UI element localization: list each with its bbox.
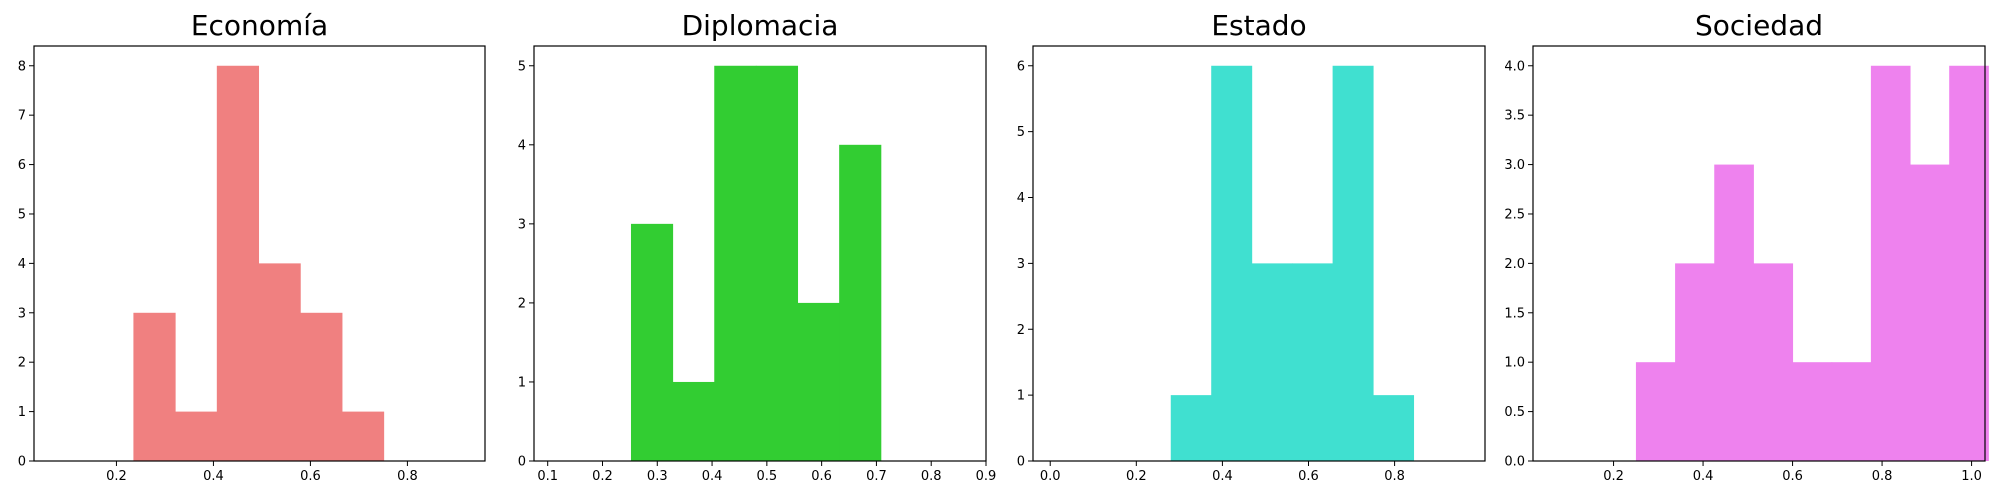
histogram-bar [300, 312, 343, 461]
x-tick-label: 0.4 [1693, 469, 1714, 484]
y-tick-label: 8 [18, 59, 26, 74]
x-tick-label: 0.4 [203, 469, 224, 484]
y-tick-label: 0.0 [1504, 455, 1525, 470]
y-tick-label: 6 [18, 158, 26, 173]
y-tick-label: 1.0 [1504, 356, 1525, 371]
histogram-bar [1910, 164, 1950, 462]
histogram-bar [714, 65, 757, 461]
y-tick-label: 5 [18, 207, 26, 222]
histogram-bar [1870, 65, 1911, 461]
histogram-bar [1792, 362, 1833, 461]
histogram-bar [839, 144, 882, 462]
histogram-bar [630, 223, 674, 461]
histogram-bar [1332, 65, 1374, 461]
y-tick-label: 7 [18, 109, 26, 124]
histogram-panel-1: Economía 0.2 0.4 0.6 0.8 0 1 2 3 4 5 6 7 8 [18, 9, 486, 484]
histogram-bar [133, 312, 176, 461]
chart-title: Diplomacia [682, 9, 839, 42]
histogram-bar [175, 411, 218, 461]
histogram-panel-2: Diplomacia 0.1 0.2 0.3 0.4 0.5 0.6 0.7 0.8 0.9 0 1 2… [518, 9, 997, 484]
x-tick-label: 0.6 [1298, 469, 1319, 484]
x-tick-label: 0.1 [537, 469, 558, 484]
histogram-panel-3: Estado 0.0 0.2 0.4 0.6 0.8 0 1 2 3 4 5 6 [1017, 9, 1486, 484]
y-tick-label: 3.5 [1504, 109, 1525, 124]
histogram-bar [1170, 395, 1212, 461]
axes-frame [1532, 45, 1986, 462]
chart-title: Economía [191, 9, 328, 42]
histogram-bar [1635, 362, 1676, 461]
x-tick-label: 0.3 [647, 469, 668, 484]
histogram-bar [1753, 263, 1794, 461]
y-tick-label: 4 [18, 257, 26, 272]
y-tick-label: 2 [1017, 323, 1025, 338]
axes-frame [1032, 45, 1486, 462]
y-tick-label: 5 [518, 59, 526, 74]
axes-frame [33, 45, 486, 462]
histogram-bar [1831, 362, 1872, 461]
y-tick-label: 1 [1017, 389, 1025, 404]
x-tick-label: 0.6 [811, 469, 832, 484]
y-tick-label: 1 [518, 375, 526, 390]
y-tick-label: 1 [18, 405, 26, 420]
y-tick-label: 0 [18, 455, 26, 470]
x-tick-label: 0.4 [702, 469, 723, 484]
x-tick-label: 0.5 [757, 469, 778, 484]
x-tick-label: 0.8 [1384, 469, 1405, 484]
histogram-bar [672, 381, 715, 461]
histogram-panel-4: Sociedad 0.2 0.4 0.6 0.8 1.0 0.0 0.5 1.0 1.5 2.0 2.… [1504, 9, 1989, 484]
y-tick-label: 4 [1017, 191, 1025, 206]
x-tick-label: 0.0 [1040, 469, 1061, 484]
x-tick-label: 0.6 [300, 469, 321, 484]
chart-title: Sociedad [1695, 9, 1823, 42]
y-tick-label: 2.0 [1504, 257, 1525, 272]
histogram-bar [258, 263, 301, 461]
y-tick-label: 3 [518, 217, 526, 232]
y-tick-label: 4 [518, 138, 526, 153]
x-tick-label: 0.9 [976, 469, 997, 484]
histogram-bar [755, 65, 799, 461]
y-tick-label: 3.0 [1504, 158, 1525, 173]
y-tick-label: 2 [518, 296, 526, 311]
histogram-bar [1211, 65, 1253, 461]
histogram-bar [1949, 65, 1989, 461]
y-tick-label: 6 [1017, 59, 1025, 74]
histogram-bar [216, 65, 260, 461]
y-tick-label: 2.5 [1504, 207, 1525, 222]
y-tick-label: 3 [1017, 257, 1025, 272]
y-tick-label: 2 [18, 356, 26, 371]
histogram-bar [1251, 263, 1293, 461]
x-tick-label: 0.2 [106, 469, 127, 484]
x-tick-label: 1.0 [1961, 469, 1982, 484]
x-tick-label: 0.4 [1212, 469, 1233, 484]
histogram-bar [797, 302, 840, 461]
histogram-bar [341, 411, 385, 461]
chart-title: Estado [1211, 9, 1306, 42]
x-tick-label: 0.7 [866, 469, 887, 484]
x-tick-label: 0.8 [1872, 469, 1893, 484]
axes-frame [533, 45, 987, 462]
y-tick-label: 0 [518, 455, 526, 470]
x-tick-label: 0.6 [1782, 469, 1803, 484]
x-tick-label: 0.8 [397, 469, 418, 484]
x-tick-label: 0.2 [1603, 469, 1624, 484]
y-tick-label: 0 [1017, 455, 1025, 470]
histogram-bar [1714, 164, 1754, 462]
y-tick-label: 3 [18, 306, 26, 321]
histogram-bar [1675, 263, 1715, 461]
y-tick-label: 5 [1017, 125, 1025, 140]
x-tick-label: 0.2 [1126, 469, 1147, 484]
x-tick-label: 0.2 [592, 469, 613, 484]
y-tick-label: 0.5 [1504, 405, 1525, 420]
histogram-bar [1292, 263, 1334, 461]
y-tick-label: 4.0 [1504, 59, 1525, 74]
histogram-bar [1373, 395, 1415, 461]
x-tick-label: 0.8 [921, 469, 942, 484]
y-tick-label: 1.5 [1504, 306, 1525, 321]
